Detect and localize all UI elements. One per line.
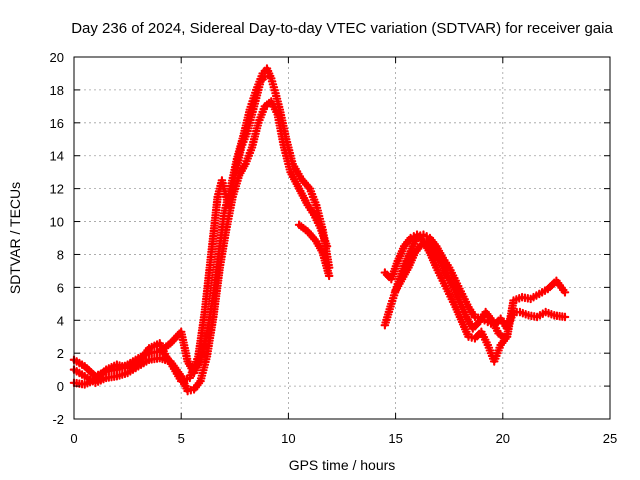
data-series [69,64,570,396]
series-5 [380,230,570,333]
y-tick-label: 16 [50,116,64,131]
data-point [260,72,270,82]
x-tick-label: 15 [388,431,402,446]
chart-title: Day 236 of 2024, Sidereal Day-to-day VTE… [71,20,613,37]
x-tick-label: 25 [603,431,617,446]
data-point [322,241,332,251]
data-point [500,334,510,343]
y-tick-label: 14 [50,149,64,164]
x-tick-label: 10 [281,431,295,446]
y-tick-label: 12 [50,182,64,197]
y-tick-label: 10 [50,215,64,230]
grid-lines [74,57,610,419]
axis-ticks: 0 5 10 15 20 25 -2 0 2 4 6 8 10 12 14 16 18 20 [50,50,618,446]
series-4 [294,220,334,281]
y-tick-label: 0 [57,379,64,394]
x-tick-label: 0 [70,431,77,446]
x-tick-label: 20 [496,431,510,446]
series-3 [69,72,270,389]
y-axis-label: SDTVAR / TECUs [7,182,23,294]
x-axis-label: GPS time / hours [289,457,396,473]
y-tick-label: 20 [50,50,64,65]
data-point [324,271,334,281]
y-tick-label: 4 [57,313,64,328]
x-tick-label: 5 [178,431,185,446]
series-7 [391,238,510,343]
y-tick-label: 8 [57,247,64,262]
series-6 [380,230,570,366]
plot-frame [73,56,611,420]
data-point [560,312,570,322]
y-tick-label: 2 [57,346,64,361]
y-tick-label: -2 [52,412,64,427]
y-tick-label: 18 [50,83,64,98]
data-point [560,288,570,297]
series-2 [69,97,332,396]
y-tick-label: 6 [57,280,64,295]
